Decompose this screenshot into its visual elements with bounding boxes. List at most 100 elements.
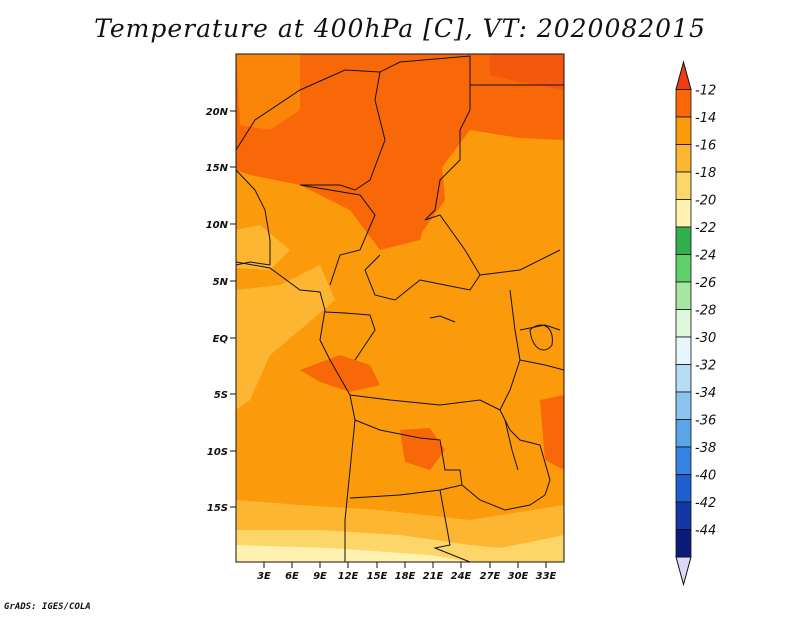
lat-tick-10s: 10S	[207, 447, 236, 458]
lon-tick-30e: 30E	[508, 562, 529, 582]
field-hot-ne	[490, 54, 564, 90]
lon-label: 27E	[480, 571, 501, 582]
colorbar-label: -22	[695, 221, 716, 236]
colorbar-swatch	[675, 419, 692, 448]
colorbar-swatch	[675, 529, 692, 558]
lon-tick-18e: 18E	[395, 562, 416, 582]
lake-tanganyika	[504, 419, 519, 471]
border-uganda-kenya	[519, 324, 561, 331]
border-tanzania-north	[519, 359, 564, 371]
lat-label: 15N	[206, 163, 229, 174]
colorbar-swatch	[675, 391, 692, 420]
colorbar-swatch	[675, 309, 692, 338]
lat-tick-20n: 20N	[206, 107, 236, 118]
colorbar-swatch	[675, 501, 692, 530]
lon-label: 15E	[367, 571, 388, 582]
lat-tick-5s: 5S	[214, 390, 236, 401]
credit-footer: GrADS: IGES/COLA	[4, 602, 91, 612]
colorbar-swatch	[675, 226, 692, 255]
colorbar-label: -44	[695, 524, 716, 539]
border-angola-drc	[349, 394, 501, 411]
lon-label: 9E	[313, 571, 327, 582]
map-frame	[235, 53, 565, 563]
colorbar-swatch	[675, 474, 692, 503]
colorbar: -12 -14 -16 -18 -20 -22 -24 -26 -28 -30 -32 -34 -36 -…	[675, 60, 716, 587]
lat-label: 15S	[207, 503, 228, 514]
border-angola-zambia	[349, 419, 463, 499]
map-title: Temperature at 400hPa [C], VT: 202008201…	[94, 14, 706, 43]
colorbar-label: -32	[695, 359, 716, 374]
border-nigeria-cameroon	[299, 184, 376, 286]
lake-victoria	[529, 324, 553, 351]
lat-tick-eq: EQ	[213, 334, 236, 345]
colorbar-label: -28	[695, 304, 716, 319]
lat-label: 10S	[207, 447, 228, 458]
colorbar-label: -26	[695, 276, 716, 291]
border-tanzania-malawi	[499, 409, 551, 496]
colorbar-swatch	[675, 364, 692, 393]
temperature-field	[236, 54, 564, 562]
colorbar-label: -34	[695, 386, 716, 401]
colorbar-swatch	[675, 446, 692, 475]
lon-label: 33E	[536, 571, 557, 582]
field-warm-congo	[300, 355, 380, 392]
colorbar-bottom-arrow	[675, 556, 692, 587]
lon-label: 18E	[395, 571, 416, 582]
colorbar-label: -20	[695, 194, 716, 209]
border-niger-libya	[236, 55, 471, 151]
lon-tick-24e: 24E	[451, 562, 472, 582]
colorbar-swatch	[675, 199, 692, 228]
lake-1	[429, 315, 456, 323]
lon-label: 12E	[338, 571, 359, 582]
field-warm-east	[540, 395, 564, 470]
lon-label: 3E	[257, 571, 271, 582]
lon-tick-15e: 15E	[367, 562, 388, 582]
colorbar-swatch	[675, 144, 692, 173]
colorbar-label: -24	[695, 249, 716, 264]
lat-label: 10N	[206, 220, 229, 231]
lat-tick-5n: 5N	[213, 277, 236, 288]
border-benin-nigeria	[236, 169, 271, 265]
colorbar-label: -42	[695, 496, 716, 511]
field-patch-nw	[236, 54, 300, 130]
colorbar-label: -30	[695, 331, 716, 346]
lon-label: 30E	[508, 571, 529, 582]
border-gabon-congo	[324, 311, 376, 361]
lat-tick-15s: 15S	[207, 503, 236, 514]
lon-label: 21E	[423, 571, 444, 582]
lat-label: 5S	[214, 390, 228, 401]
lon-label: 24E	[451, 571, 472, 582]
border-zambia-zimbabwe	[461, 484, 546, 511]
lon-tick-33e: 33E	[536, 562, 557, 582]
lon-tick-27e: 27E	[480, 562, 501, 582]
lat-tick-15n: 15N	[206, 163, 236, 174]
border-south-sudan	[479, 249, 561, 276]
longitude-axis: 3E 6E 9E 12E 15E 18E 21E 24E 27E 30E 33E	[257, 562, 557, 582]
colorbar-top-arrow	[675, 60, 692, 90]
lat-label: EQ	[213, 334, 229, 345]
colorbar-label: -18	[695, 166, 716, 181]
colorbar-label: -40	[695, 469, 716, 484]
border-namibia-botswana	[433, 489, 471, 562]
colorbar-label: -36	[695, 414, 716, 429]
latitude-axis: 20N 15N 10N 5N EQ 5S 10S 15S	[206, 107, 236, 514]
lat-tick-10n: 10N	[206, 220, 236, 231]
country-borders	[236, 55, 564, 562]
colorbar-swatch	[675, 171, 692, 200]
lat-label: 20N	[206, 107, 229, 118]
field-warm-south	[400, 428, 445, 470]
lon-tick-3e: 3E	[257, 562, 271, 582]
coast-west-africa	[236, 261, 271, 266]
colorbar-swatch	[675, 336, 692, 365]
border-chad-sudan	[424, 109, 471, 221]
colorbar-swatch	[675, 89, 692, 118]
colorbar-label: -12	[695, 84, 716, 99]
field-cool-nw	[236, 225, 290, 270]
colorbar-label: -14	[695, 111, 716, 126]
colorbar-swatch	[675, 254, 692, 283]
coast-atlantic	[236, 261, 356, 562]
lon-tick-12e: 12E	[338, 562, 359, 582]
field-coldest-south	[236, 545, 470, 562]
lon-tick-21e: 21E	[423, 562, 444, 582]
